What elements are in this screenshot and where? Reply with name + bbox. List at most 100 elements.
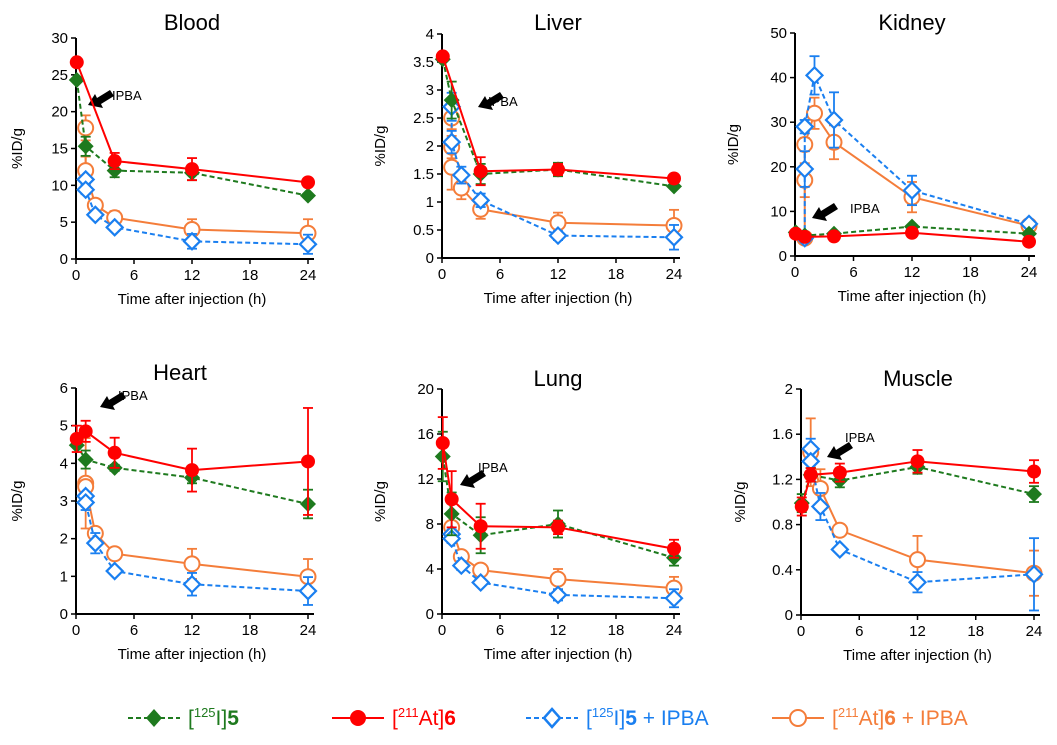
ipba-arrow-icon [827, 442, 853, 460]
data-point-circle [803, 467, 818, 482]
y-tick-label: 40 [770, 70, 787, 87]
y-tick-label: 1.5 [413, 166, 434, 183]
data-point-diamond-open [804, 65, 825, 85]
y-axis-label: %ID/g [372, 481, 389, 522]
series-2 [76, 486, 318, 606]
y-tick-label: 3.5 [413, 54, 434, 71]
legend-sup: 211 [837, 705, 859, 720]
legend-text: [ [586, 707, 592, 730]
data-point-circle-open [106, 545, 124, 563]
x-tick-label: 18 [608, 266, 625, 283]
y-tick-label: 5 [60, 214, 68, 231]
legend-swatch-diamond-open [526, 707, 578, 729]
x-axis-label: Time after injection (h) [843, 647, 992, 664]
data-point-circle [185, 463, 199, 478]
x-tick-label: 12 [184, 267, 201, 284]
data-point-diamond [77, 451, 94, 468]
series-1 [435, 49, 681, 187]
ipba-annotation: IPBA [112, 88, 142, 103]
data-point-circle [905, 225, 919, 240]
ipba-arrow-icon [100, 392, 126, 410]
series-2 [442, 524, 684, 609]
panel-title: Kidney [878, 10, 945, 35]
y-tick-label: 10 [770, 203, 787, 220]
data-point-diamond-open [795, 117, 815, 137]
data-point-circle-open [806, 104, 823, 122]
y-tick-label: 0 [60, 606, 68, 623]
data-point-diamond-open [298, 234, 318, 254]
y-tick-label: 20 [770, 159, 787, 176]
panel-blood: Blood 0 5 10 15 20 25 30 0 6 12 18 24 Time after inje… [9, 10, 318, 308]
data-point-diamond-open [442, 132, 462, 152]
data-point-diamond-open [105, 217, 125, 237]
legend-swatch-diamond-filled [128, 709, 180, 727]
x-tick-label: 12 [184, 622, 201, 639]
legend-item-at211-6: [211At]6 [330, 700, 456, 736]
y-tick-label: 0 [785, 607, 793, 624]
data-point-circle [1022, 234, 1036, 249]
panel-title: Muscle [883, 366, 953, 391]
x-axis-label: Time after injection (h) [118, 291, 267, 308]
panel-title: Blood [164, 10, 220, 35]
x-tick-label: 12 [909, 623, 926, 640]
y-tick-label: 2.5 [413, 110, 434, 127]
data-point-diamond-open [907, 572, 928, 592]
data-point-circle [185, 162, 199, 177]
x-tick-label: 24 [1021, 264, 1038, 281]
y-tick-label: 2 [785, 381, 793, 398]
y-tick-label: 1.6 [772, 426, 793, 443]
data-point-diamond-open [298, 581, 318, 601]
series-3 [802, 417, 1043, 597]
y-tick-label: 0.4 [772, 562, 793, 579]
x-tick-label: 18 [967, 623, 984, 640]
y-tick-label: 4 [60, 455, 68, 472]
data-point-diamond [1026, 486, 1042, 503]
y-tick-label: 0.8 [772, 517, 793, 534]
legend-text: I] [215, 707, 228, 730]
data-point-diamond-open [85, 533, 105, 553]
data-point-circle [832, 465, 847, 480]
data-point-diamond-open [76, 180, 96, 200]
y-tick-label: 16 [417, 426, 434, 443]
data-point-diamond-open [182, 231, 202, 251]
data-point-circle [910, 454, 925, 469]
data-point-circle [1027, 464, 1041, 479]
x-tick-label: 18 [242, 622, 259, 639]
y-tick-label: 0 [426, 250, 434, 267]
y-axis-label: %ID/g [732, 482, 749, 523]
ipba-arrow-icon [478, 92, 504, 110]
y-tick-label: 30 [770, 114, 787, 131]
data-point-diamond-open [85, 205, 105, 225]
x-tick-label: 0 [72, 267, 80, 284]
data-point-diamond-open [548, 226, 568, 246]
legend-sup: 125 [591, 705, 614, 720]
legend-compound: 5 [227, 707, 239, 730]
legend: [125I]5 [211At]6 [125I]5 + IPBA [211At]6… [0, 700, 1057, 740]
y-tick-label: 5 [60, 418, 68, 435]
x-tick-label: 0 [797, 623, 805, 640]
y-tick-label: 1 [426, 194, 434, 211]
data-point-diamond-open [451, 556, 471, 576]
series-1 [794, 449, 1041, 517]
y-tick-label: 8 [426, 516, 434, 533]
y-tick-label: 15 [51, 141, 68, 158]
series-1 [69, 407, 315, 516]
legend-item-at211-6-ipba: [211At]6 + IPBA [770, 700, 968, 736]
ipba-annotation: IPBA [850, 201, 880, 216]
legend-text: [ [832, 707, 838, 730]
data-point-circle [827, 229, 841, 244]
legend-text: At] [418, 707, 445, 730]
data-point-diamond-open [76, 492, 96, 513]
data-point-diamond-open [471, 572, 491, 593]
x-tick-label: 6 [496, 622, 504, 639]
data-point-circle [78, 424, 93, 439]
x-tick-label: 0 [791, 264, 799, 281]
ipba-annotation: IPBA [118, 388, 148, 403]
data-point-diamond [77, 138, 94, 155]
legend-item-i125-5: [125I]5 [126, 700, 239, 736]
series-1 [788, 225, 1036, 249]
y-axis-label: %ID/g [725, 124, 742, 165]
data-point-circle [301, 454, 315, 469]
y-axis-label: %ID/g [9, 481, 26, 522]
x-tick-label: 6 [849, 264, 857, 281]
